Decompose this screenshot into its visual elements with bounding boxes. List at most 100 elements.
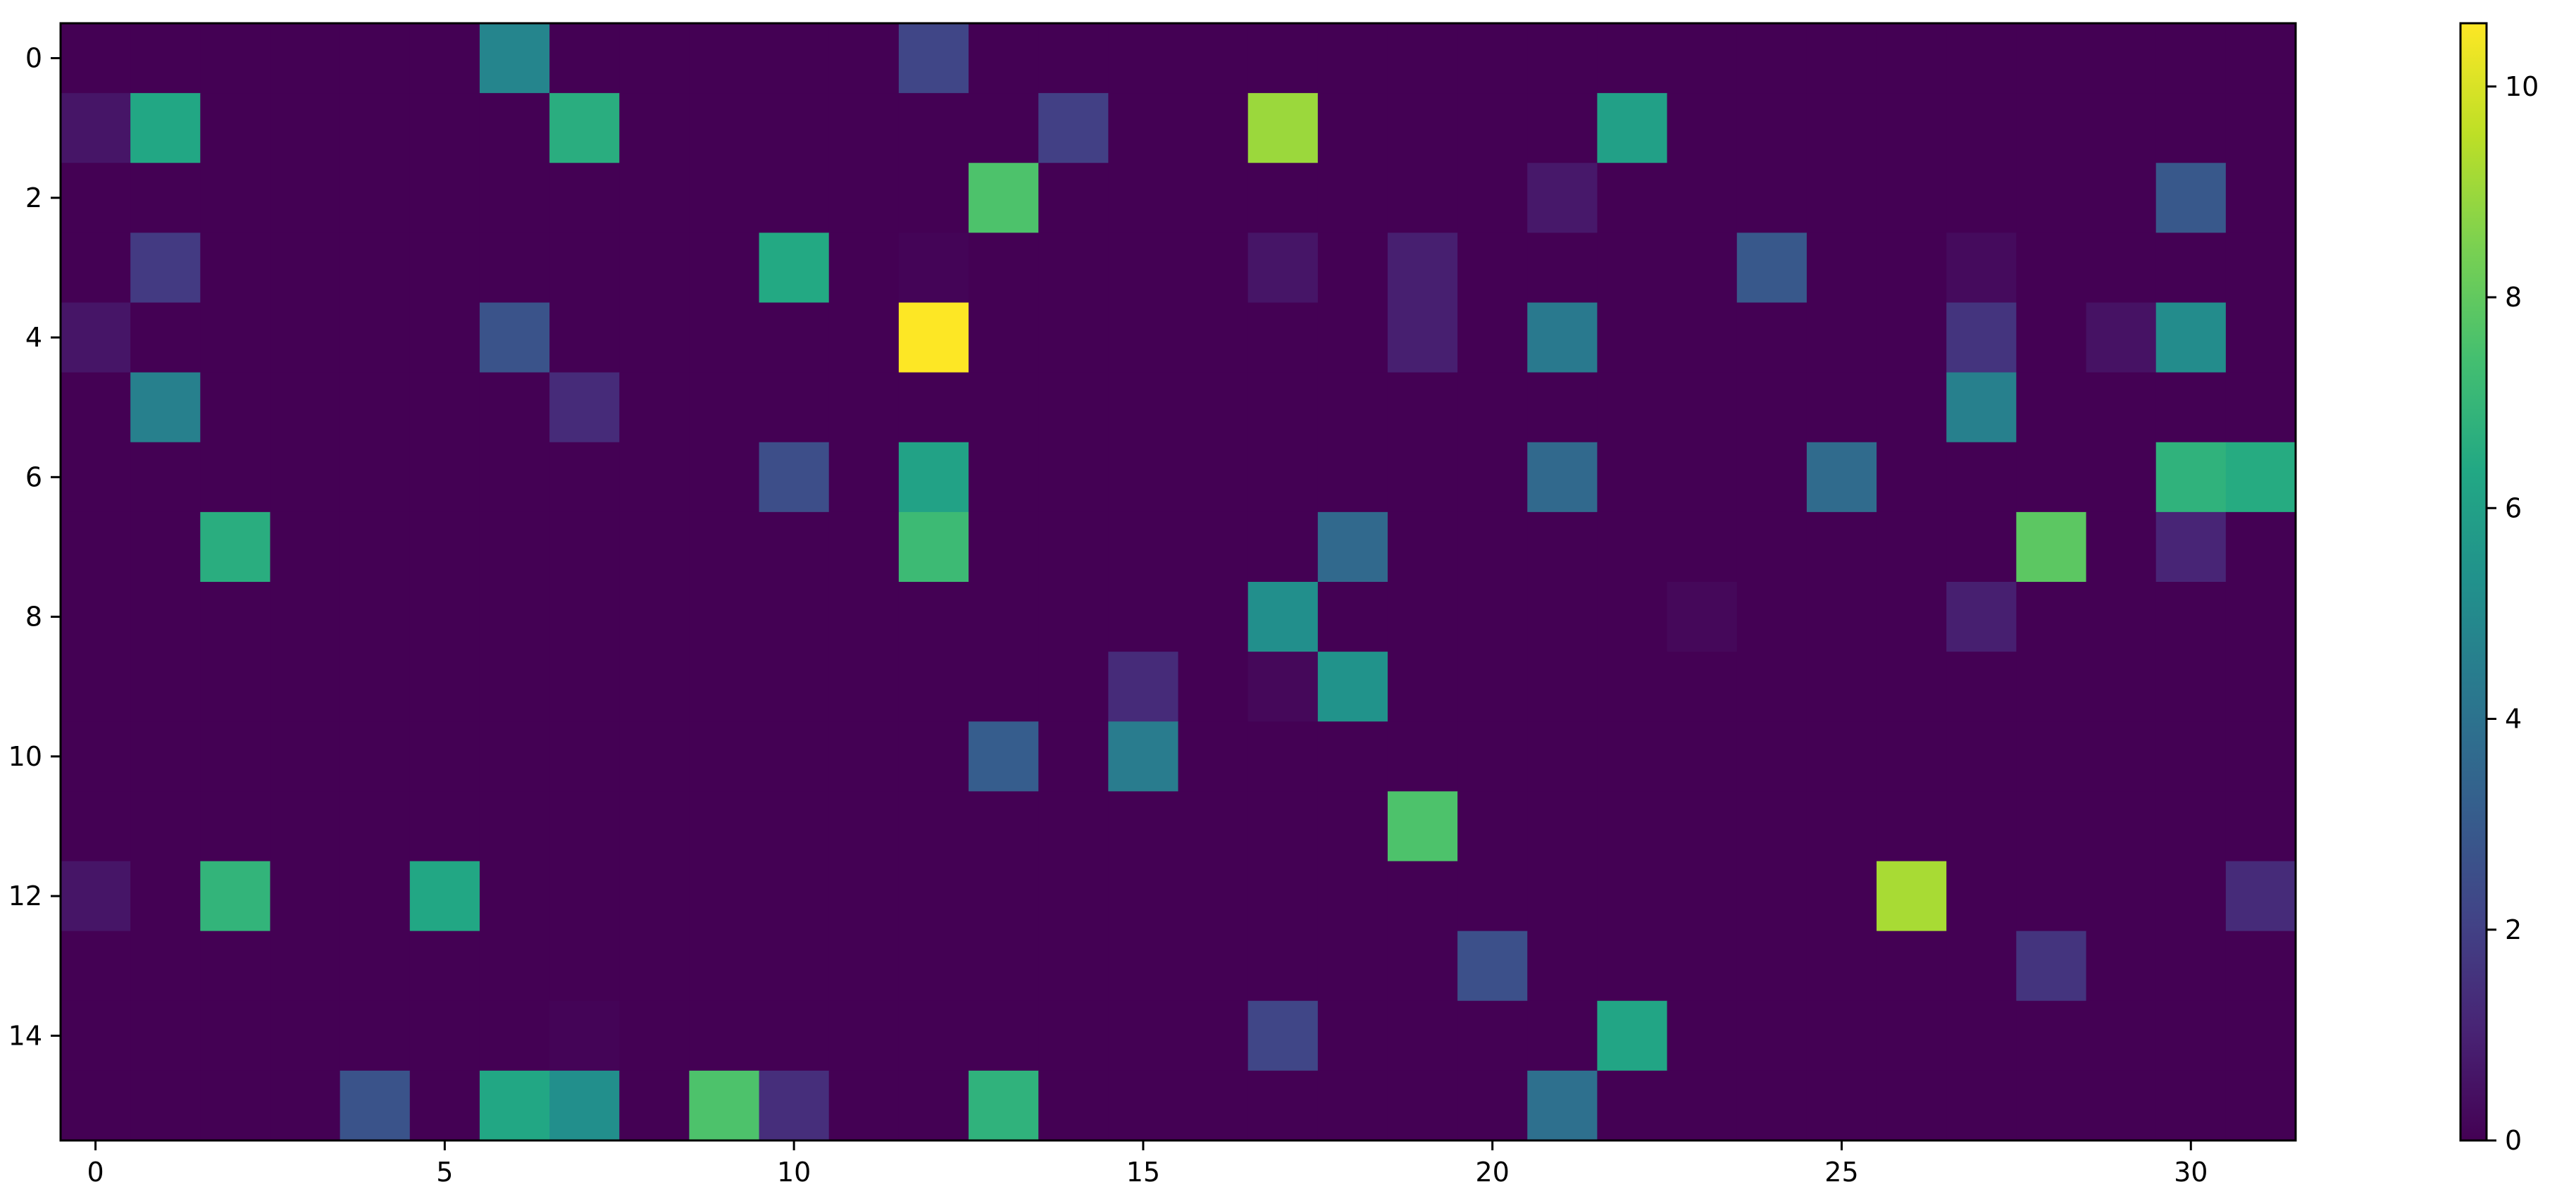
- heatmap-cell: [479, 93, 550, 163]
- heatmap-cell: [1736, 23, 1807, 94]
- heatmap-cell: [1038, 582, 1109, 652]
- x-tick-label: 20: [1476, 1157, 1510, 1188]
- heatmap-cell: [1877, 23, 1947, 94]
- y-tick-label: 0: [25, 43, 42, 74]
- heatmap-cell: [969, 232, 1039, 304]
- heatmap-cell: [1038, 23, 1109, 94]
- heatmap-cell: [130, 582, 201, 652]
- heatmap-cell: [409, 163, 480, 233]
- heatmap-cell: [2225, 511, 2296, 583]
- heatmap-cell: [1527, 1070, 1598, 1141]
- heatmap-cell: [1387, 302, 1458, 373]
- heatmap-cell: [270, 931, 341, 1002]
- heatmap-cell: [759, 721, 830, 792]
- heatmap-cell: [1877, 652, 1947, 722]
- heatmap-cell: [689, 93, 760, 163]
- heatmap-cell: [1038, 302, 1109, 373]
- heatmap-cell: [759, 931, 830, 1002]
- heatmap-cell: [689, 1000, 760, 1071]
- heatmap-cell: [1597, 442, 1668, 513]
- colorbar-tick-label: 2: [2505, 914, 2522, 945]
- heatmap-cell: [479, 302, 550, 373]
- heatmap-cell: [1877, 511, 1947, 583]
- heatmap-cell: [619, 372, 690, 443]
- heatmap-cell: [1736, 1070, 1807, 1141]
- heatmap-cell: [689, 372, 760, 443]
- heatmap-cell: [2016, 1070, 2087, 1141]
- heatmap-cell: [969, 163, 1039, 233]
- heatmap-cell: [2225, 652, 2296, 722]
- heatmap-cell: [759, 791, 830, 862]
- heatmap-cell: [270, 652, 341, 722]
- heatmap-cell: [898, 652, 969, 722]
- heatmap-cell: [969, 302, 1039, 373]
- heatmap-cell: [1038, 442, 1109, 513]
- heatmap-cell: [1247, 23, 1319, 94]
- heatmap-cell: [2225, 372, 2296, 443]
- heatmap-cell: [2016, 23, 2087, 94]
- heatmap-cell: [200, 861, 271, 932]
- y-tick-label: 6: [25, 461, 42, 492]
- heatmap-cell: [1597, 582, 1668, 652]
- heatmap-cell: [1597, 372, 1668, 443]
- heatmap-cell: [969, 652, 1039, 722]
- heatmap-cell: [759, 1070, 830, 1141]
- heatmap-cell: [2155, 511, 2227, 583]
- heatmap-cell: [1038, 861, 1109, 932]
- heatmap-cell: [200, 1000, 271, 1071]
- heatmap-cell: [898, 93, 969, 163]
- heatmap-cell: [1736, 372, 1807, 443]
- heatmap-cell: [1946, 582, 2017, 652]
- heatmap-cell: [619, 1070, 690, 1141]
- heatmap-cell: [340, 1000, 411, 1071]
- heatmap-cell: [1317, 931, 1388, 1002]
- heatmap-cell: [2225, 1000, 2296, 1071]
- heatmap-cell: [549, 791, 620, 862]
- heatmap-cell: [1178, 93, 1249, 163]
- heatmap-cell: [1527, 582, 1598, 652]
- heatmap-cell: [1597, 511, 1668, 583]
- heatmap-cell: [619, 931, 690, 1002]
- heatmap-cell: [1806, 163, 1877, 233]
- heatmap-cell: [2016, 931, 2087, 1002]
- heatmap-cell: [828, 652, 900, 722]
- heatmap-cell: [1736, 232, 1807, 304]
- heatmap-cell: [130, 721, 201, 792]
- heatmap-cell: [130, 23, 201, 94]
- heatmap-cell: [1877, 93, 1947, 163]
- heatmap-cell: [1806, 791, 1877, 862]
- heatmap-cell: [2086, 582, 2157, 652]
- heatmap-cell: [689, 163, 760, 233]
- heatmap-cell: [2086, 372, 2157, 443]
- heatmap-cell: [1457, 511, 1528, 583]
- heatmap-cell: [2016, 1000, 2087, 1071]
- heatmap-cell: [340, 23, 411, 94]
- heatmap-cell: [61, 93, 131, 163]
- heatmap-cell: [340, 582, 411, 652]
- heatmap-cell: [969, 1000, 1039, 1071]
- heatmap-cell: [1317, 1070, 1388, 1141]
- heatmap-cell: [1108, 93, 1179, 163]
- heatmap-cell: [61, 302, 131, 373]
- heatmap-cell: [1527, 511, 1598, 583]
- heatmap-cell: [1806, 1000, 1877, 1071]
- heatmap-cell: [689, 582, 760, 652]
- heatmap-cell: [61, 791, 131, 862]
- heatmap-cell: [969, 931, 1039, 1002]
- heatmap-cell: [1597, 1070, 1668, 1141]
- heatmap-cell: [409, 582, 480, 652]
- heatmap-cell: [2225, 791, 2296, 862]
- heatmap-cell: [619, 721, 690, 792]
- heatmap-cell: [549, 511, 620, 583]
- heatmap-cell: [1178, 232, 1249, 304]
- heatmap-cell: [549, 582, 620, 652]
- heatmap-cell: [689, 232, 760, 304]
- heatmap-cell: [1387, 791, 1458, 862]
- heatmap-cell: [969, 721, 1039, 792]
- y-tick-label: 14: [8, 1020, 42, 1051]
- heatmap-cell: [2016, 791, 2087, 862]
- heatmap-cell: [549, 1070, 620, 1141]
- heatmap-cell: [1457, 372, 1528, 443]
- heatmap-cell: [1806, 652, 1877, 722]
- heatmap-cell: [130, 93, 201, 163]
